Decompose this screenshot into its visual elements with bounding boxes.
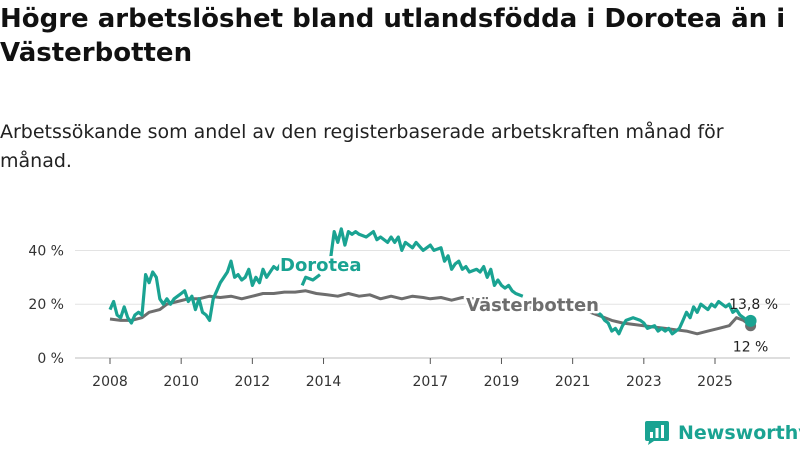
- x-tick-label: 2010: [163, 374, 199, 390]
- line-chart: 0 % 20 % 40 % 2008 2010 2012 2014 2017 2019 2021 2…: [28, 227, 790, 390]
- x-tick-label: 2019: [484, 374, 520, 390]
- y-tick-label: 20 %: [28, 297, 64, 313]
- series-line-dorotea: [300, 273, 321, 287]
- series-line-dorotea: [329, 227, 524, 298]
- chart-subtitle: Arbetssökande som andel av den registerb…: [0, 121, 724, 172]
- x-tick-label: 2014: [306, 374, 342, 390]
- end-label-dorotea: 13,8 %: [729, 297, 778, 313]
- x-tick-label: 2017: [412, 374, 448, 390]
- series-label-vasterbotten: Västerbotten: [466, 295, 599, 316]
- end-marker-dorotea: [744, 314, 757, 327]
- brand-name: Newsworthy: [678, 422, 800, 444]
- bar-chart-logo-icon: [645, 421, 669, 445]
- newsworthy-logo: Newsworthy: [644, 419, 800, 447]
- y-tick-label: 0 %: [37, 351, 64, 367]
- x-tick-label: 2025: [697, 374, 733, 390]
- series-line-dorotea: [596, 299, 751, 336]
- x-tick-label: 2021: [555, 374, 591, 390]
- x-tick-label: 2008: [92, 374, 128, 390]
- series-label-dorotea: Dorotea: [280, 255, 362, 276]
- end-label-vasterbotten: 12 %: [733, 340, 769, 356]
- x-tick-label: 2023: [626, 374, 662, 390]
- chart-title: Högre arbetslöshet bland utlandsfödda i …: [0, 4, 786, 68]
- x-tick-label: 2012: [235, 374, 271, 390]
- y-tick-label: 40 %: [28, 243, 64, 259]
- series-line-dorotea: [108, 259, 290, 325]
